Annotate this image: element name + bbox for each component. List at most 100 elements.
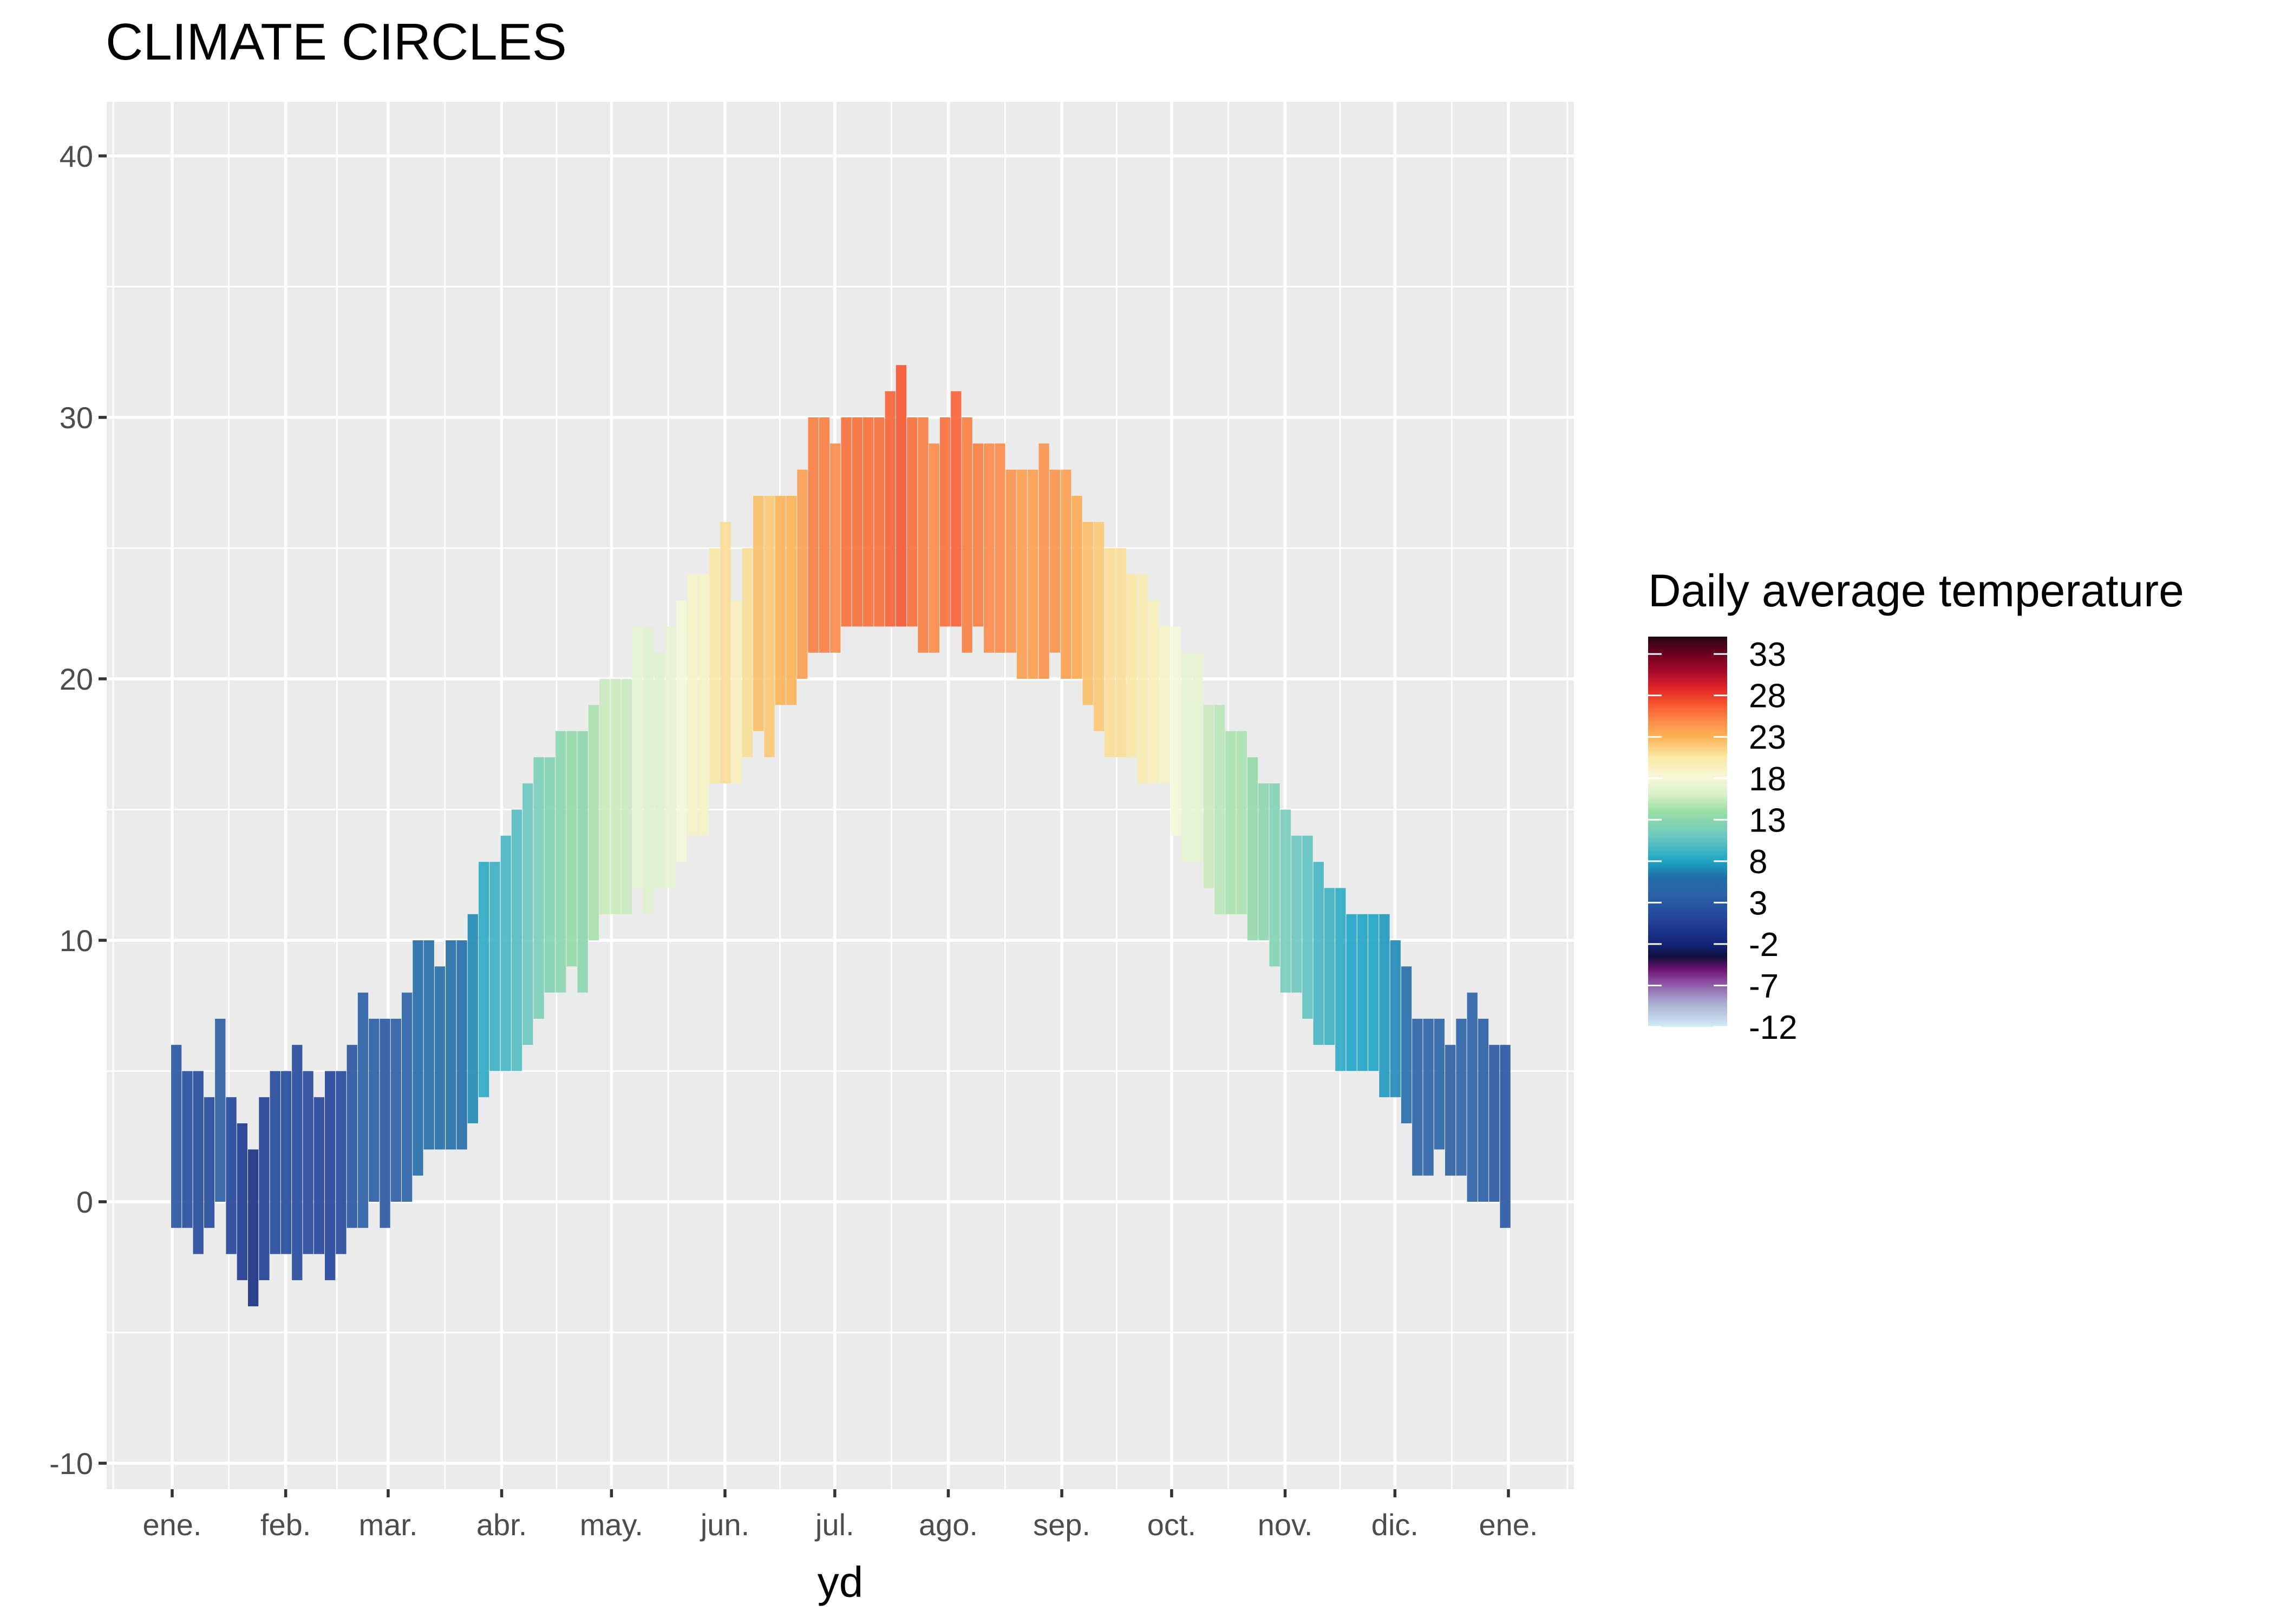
temperature-range-bar <box>511 809 522 1071</box>
temperature-range-bar <box>984 443 995 653</box>
temperature-range-bar <box>1181 652 1192 862</box>
x-tick-label: ene. <box>1479 1508 1538 1542</box>
temperature-range-bar <box>1049 469 1061 653</box>
temperature-range-bar <box>1214 705 1225 914</box>
x-tick-label: mar. <box>358 1508 417 1542</box>
temperature-range-bar <box>182 1071 193 1228</box>
y-tick-label: -10 <box>49 1446 93 1481</box>
temperature-range-bar <box>280 1071 292 1254</box>
temperature-range-bar <box>237 1123 247 1280</box>
temperature-range-bar <box>972 443 984 627</box>
y-tick-label: 40 <box>60 139 93 173</box>
legend-label: -2 <box>1749 926 1779 964</box>
chart-title: CLIMATE CIRCLES <box>106 13 567 71</box>
temperature-range-bar <box>446 940 456 1150</box>
x-tick-label: jul. <box>814 1508 854 1542</box>
temperature-range-bar <box>995 443 1005 653</box>
temperature-range-bar <box>654 652 665 888</box>
temperature-range-bar <box>369 1018 380 1202</box>
temperature-range-bar <box>962 417 972 653</box>
temperature-range-bar <box>1423 1018 1434 1176</box>
temperature-range-bar <box>1126 574 1138 757</box>
colorbar <box>1648 637 1727 1027</box>
y-tick-label: 30 <box>60 401 93 435</box>
temperature-range-bar <box>1028 469 1038 679</box>
legend-label: 33 <box>1749 636 1786 673</box>
temperature-range-bar <box>1291 835 1302 993</box>
temperature-range-bar <box>819 417 830 653</box>
y-tick-label: 0 <box>76 1185 93 1219</box>
temperature-range-bar <box>720 522 731 784</box>
temperature-range-bar <box>313 1097 324 1254</box>
temperature-range-bar <box>951 391 962 627</box>
temperature-range-bar <box>1105 548 1115 757</box>
temperature-range-bar <box>1082 522 1093 705</box>
temperature-range-bar <box>336 1071 347 1254</box>
temperature-range-bar <box>247 1149 259 1307</box>
color-legend: Daily average temperature 33 28 23 18 13 8 3 -2… <box>1648 565 2184 1046</box>
temperature-range-bar <box>1379 914 1390 1097</box>
legend-label: 18 <box>1749 761 1786 798</box>
legend-title: Daily average temperature <box>1648 565 2184 616</box>
x-tick-label: dic. <box>1371 1508 1419 1542</box>
legend-label: -12 <box>1749 1009 1798 1046</box>
temperature-range-bar <box>874 417 885 627</box>
temperature-range-bar <box>215 1018 226 1202</box>
temperature-range-bar <box>588 705 599 940</box>
legend-label: -7 <box>1749 967 1779 1005</box>
temperature-range-bar <box>1390 940 1401 1097</box>
legend-label: 8 <box>1749 843 1767 881</box>
temperature-range-bar <box>599 679 610 914</box>
temperature-range-bar <box>939 417 951 627</box>
temperature-range-bar <box>467 914 478 1124</box>
temperature-range-bar <box>1368 914 1379 1071</box>
temperature-range-bar <box>775 495 786 705</box>
legend-label: 28 <box>1749 678 1786 715</box>
temperature-range-bar <box>270 1071 280 1254</box>
temperature-range-bar <box>621 679 632 914</box>
temperature-range-bar <box>204 1097 215 1228</box>
temperature-range-bar <box>193 1071 204 1254</box>
temperature-range-bar <box>1489 1045 1500 1202</box>
temperature-range-bar <box>390 1018 401 1202</box>
x-tick-label: ago. <box>919 1508 978 1542</box>
temperature-range-bar <box>1258 783 1269 940</box>
temperature-range-bar <box>303 1071 313 1254</box>
temperature-range-bar <box>731 600 742 784</box>
temperature-range-bar <box>1412 1018 1423 1176</box>
temperature-range-bar <box>489 862 500 1071</box>
temperature-range-bar <box>1346 914 1357 1071</box>
temperature-range-bar <box>1236 731 1247 914</box>
temperature-range-bar <box>1038 443 1049 679</box>
temperature-range-bar <box>292 1045 303 1280</box>
grid-lines <box>107 102 1574 1489</box>
temperature-range-bar <box>1225 731 1236 914</box>
temperature-range-bar <box>357 992 369 1228</box>
temperature-range-bar <box>1170 626 1181 836</box>
temperature-range-bar <box>687 574 698 836</box>
temperature-range-bar <box>1401 966 1412 1124</box>
temperature-range-bar <box>1335 888 1346 1071</box>
temperature-range-bar <box>423 940 434 1150</box>
temperature-range-bar <box>171 1045 182 1228</box>
temperature-range-bar <box>1115 548 1126 757</box>
temperature-range-bar <box>1159 626 1170 784</box>
temperature-range-bar <box>1467 992 1478 1202</box>
temperature-range-bar <box>259 1097 270 1280</box>
x-tick-label: sep. <box>1033 1508 1090 1542</box>
temperature-range-bar <box>676 600 687 862</box>
temperature-range-bar <box>1478 1018 1489 1202</box>
temperature-range-bar <box>577 731 588 993</box>
x-tick-label: feb. <box>260 1508 311 1542</box>
temperature-range-bar <box>413 940 423 1176</box>
temperature-range-bar <box>1445 1045 1456 1176</box>
temperature-range-bar <box>478 862 489 1097</box>
temperature-range-bar <box>643 626 654 914</box>
temperature-range-bar <box>786 495 797 705</box>
temperature-range-bar <box>1192 652 1203 862</box>
temperature-range-bar <box>1357 914 1368 1071</box>
temperature-range-bar <box>1148 600 1159 784</box>
axes: -10 0 10 20 30 40 ene. feb. mar. abr. may. jun. jul.… <box>49 139 1538 1542</box>
temperature-range-bar <box>841 417 852 627</box>
